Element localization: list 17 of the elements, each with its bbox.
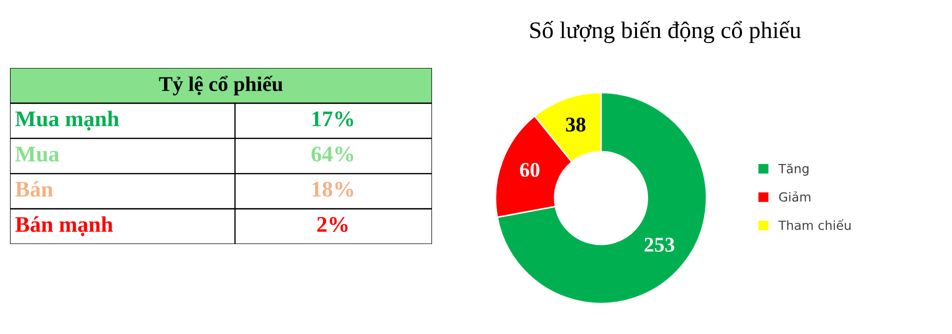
text: 17%	[312, 111, 354, 126]
legend-label: Tăng	[778, 164, 808, 176]
category-label: Bán	[15, 181, 53, 197]
chart-title: Số lượng biến động cổ phiếu	[530, 20, 801, 44]
data-label: 253	[644, 238, 674, 252]
text: Tỷ lệ cổ phiếu	[159, 76, 283, 96]
legend-label: Giảm	[779, 191, 810, 202]
data-label: 38	[566, 118, 586, 132]
category-label: Mua mạnh	[15, 110, 120, 131]
category-label: Bán mạnh	[15, 216, 113, 236]
donut-slice	[496, 92, 708, 304]
category-label: Mua	[15, 146, 60, 162]
text: 2%	[317, 216, 348, 232]
legend-label: Tham chiếu	[778, 219, 851, 230]
text: 64%	[312, 146, 354, 162]
text: 18%	[312, 182, 354, 197]
data-label: 60	[520, 162, 540, 177]
